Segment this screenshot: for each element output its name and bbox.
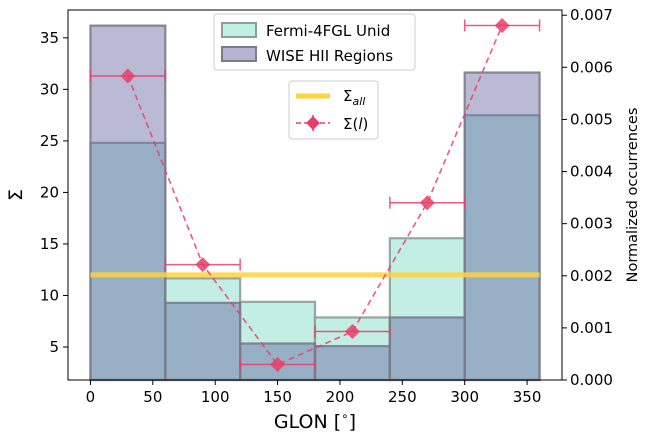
bar-wise	[388, 316, 466, 382]
y-right-tick-label: 0.001	[570, 319, 613, 337]
x-tick-label: 0	[86, 388, 96, 406]
y-right-tick-label: 0.006	[570, 58, 613, 76]
plot-frame	[67, 9, 563, 381]
x-tick-label: 100	[201, 388, 230, 406]
legend-label-sigma-all: Σall	[343, 87, 365, 108]
legend-label-fermi: Fermi-4FGL Unid	[266, 22, 390, 40]
axis-ticks: 0 50 100 150 200 250 300 350 5 10 15 20 25 30 35 0.000 0…	[40, 6, 613, 406]
legend-swatch-fermi	[221, 22, 257, 38]
bar-wise	[313, 345, 391, 382]
legend-label-wise: WISE HII Regions	[266, 47, 393, 65]
histogram-bars	[89, 24, 541, 382]
y-left-tick-label: 10	[40, 286, 59, 304]
sigma-l-point	[120, 68, 136, 84]
legend-marker-sigma-l	[296, 115, 330, 131]
y-axis-left-label: Σ	[5, 189, 27, 201]
bar-wise	[463, 71, 541, 382]
x-tick-label: 350	[513, 388, 542, 406]
y-left-tick-label: 35	[40, 29, 59, 47]
y-right-tick-label: 0.005	[570, 110, 613, 128]
bar-wise	[164, 301, 242, 382]
y-left-tick-label: 30	[40, 80, 59, 98]
legend-label-sigma-l: Σ(l)	[343, 115, 368, 133]
bar-fermi	[164, 277, 242, 382]
x-tick-label: 200	[326, 388, 355, 406]
x-tick-label: 300	[450, 388, 479, 406]
x-axis-label: GLON [∘]	[274, 409, 356, 433]
legend-box	[213, 13, 416, 71]
legend-marker-diamond	[306, 116, 320, 130]
legend-histograms: Fermi-4FGL Unid WISE HII Regions	[213, 13, 416, 71]
sigma-l-layer	[89, 17, 541, 373]
y-right-tick-label: 0.000	[570, 371, 613, 389]
y-left-tick-label: 5	[49, 338, 59, 356]
y-right-tick-label: 0.007	[570, 6, 613, 24]
sigma-l-point	[344, 324, 360, 340]
y-right-tick-label: 0.004	[570, 163, 613, 181]
y-left-tick-label: 25	[40, 132, 59, 150]
y-right-tick-label: 0.003	[570, 215, 613, 233]
sigma-l-point	[419, 195, 435, 211]
legend-swatch-wise	[221, 46, 257, 62]
x-tick-label: 50	[143, 388, 162, 406]
sigma-l-line	[127, 25, 503, 366]
y-left-tick-label: 20	[40, 183, 59, 201]
sigma-l-point	[270, 357, 286, 373]
sigma-l-point	[494, 17, 510, 33]
legend-sigma: Σall Σ(l)	[288, 80, 379, 140]
bar-fermi	[89, 141, 167, 382]
x-tick-label: 250	[388, 388, 417, 406]
y-right-tick-label: 0.002	[570, 267, 613, 285]
sigma-l-point	[195, 257, 211, 273]
x-tick-label: 150	[263, 388, 292, 406]
y-axis-right-label: Normalized occurrences	[625, 108, 641, 283]
y-left-tick-label: 15	[40, 235, 59, 253]
